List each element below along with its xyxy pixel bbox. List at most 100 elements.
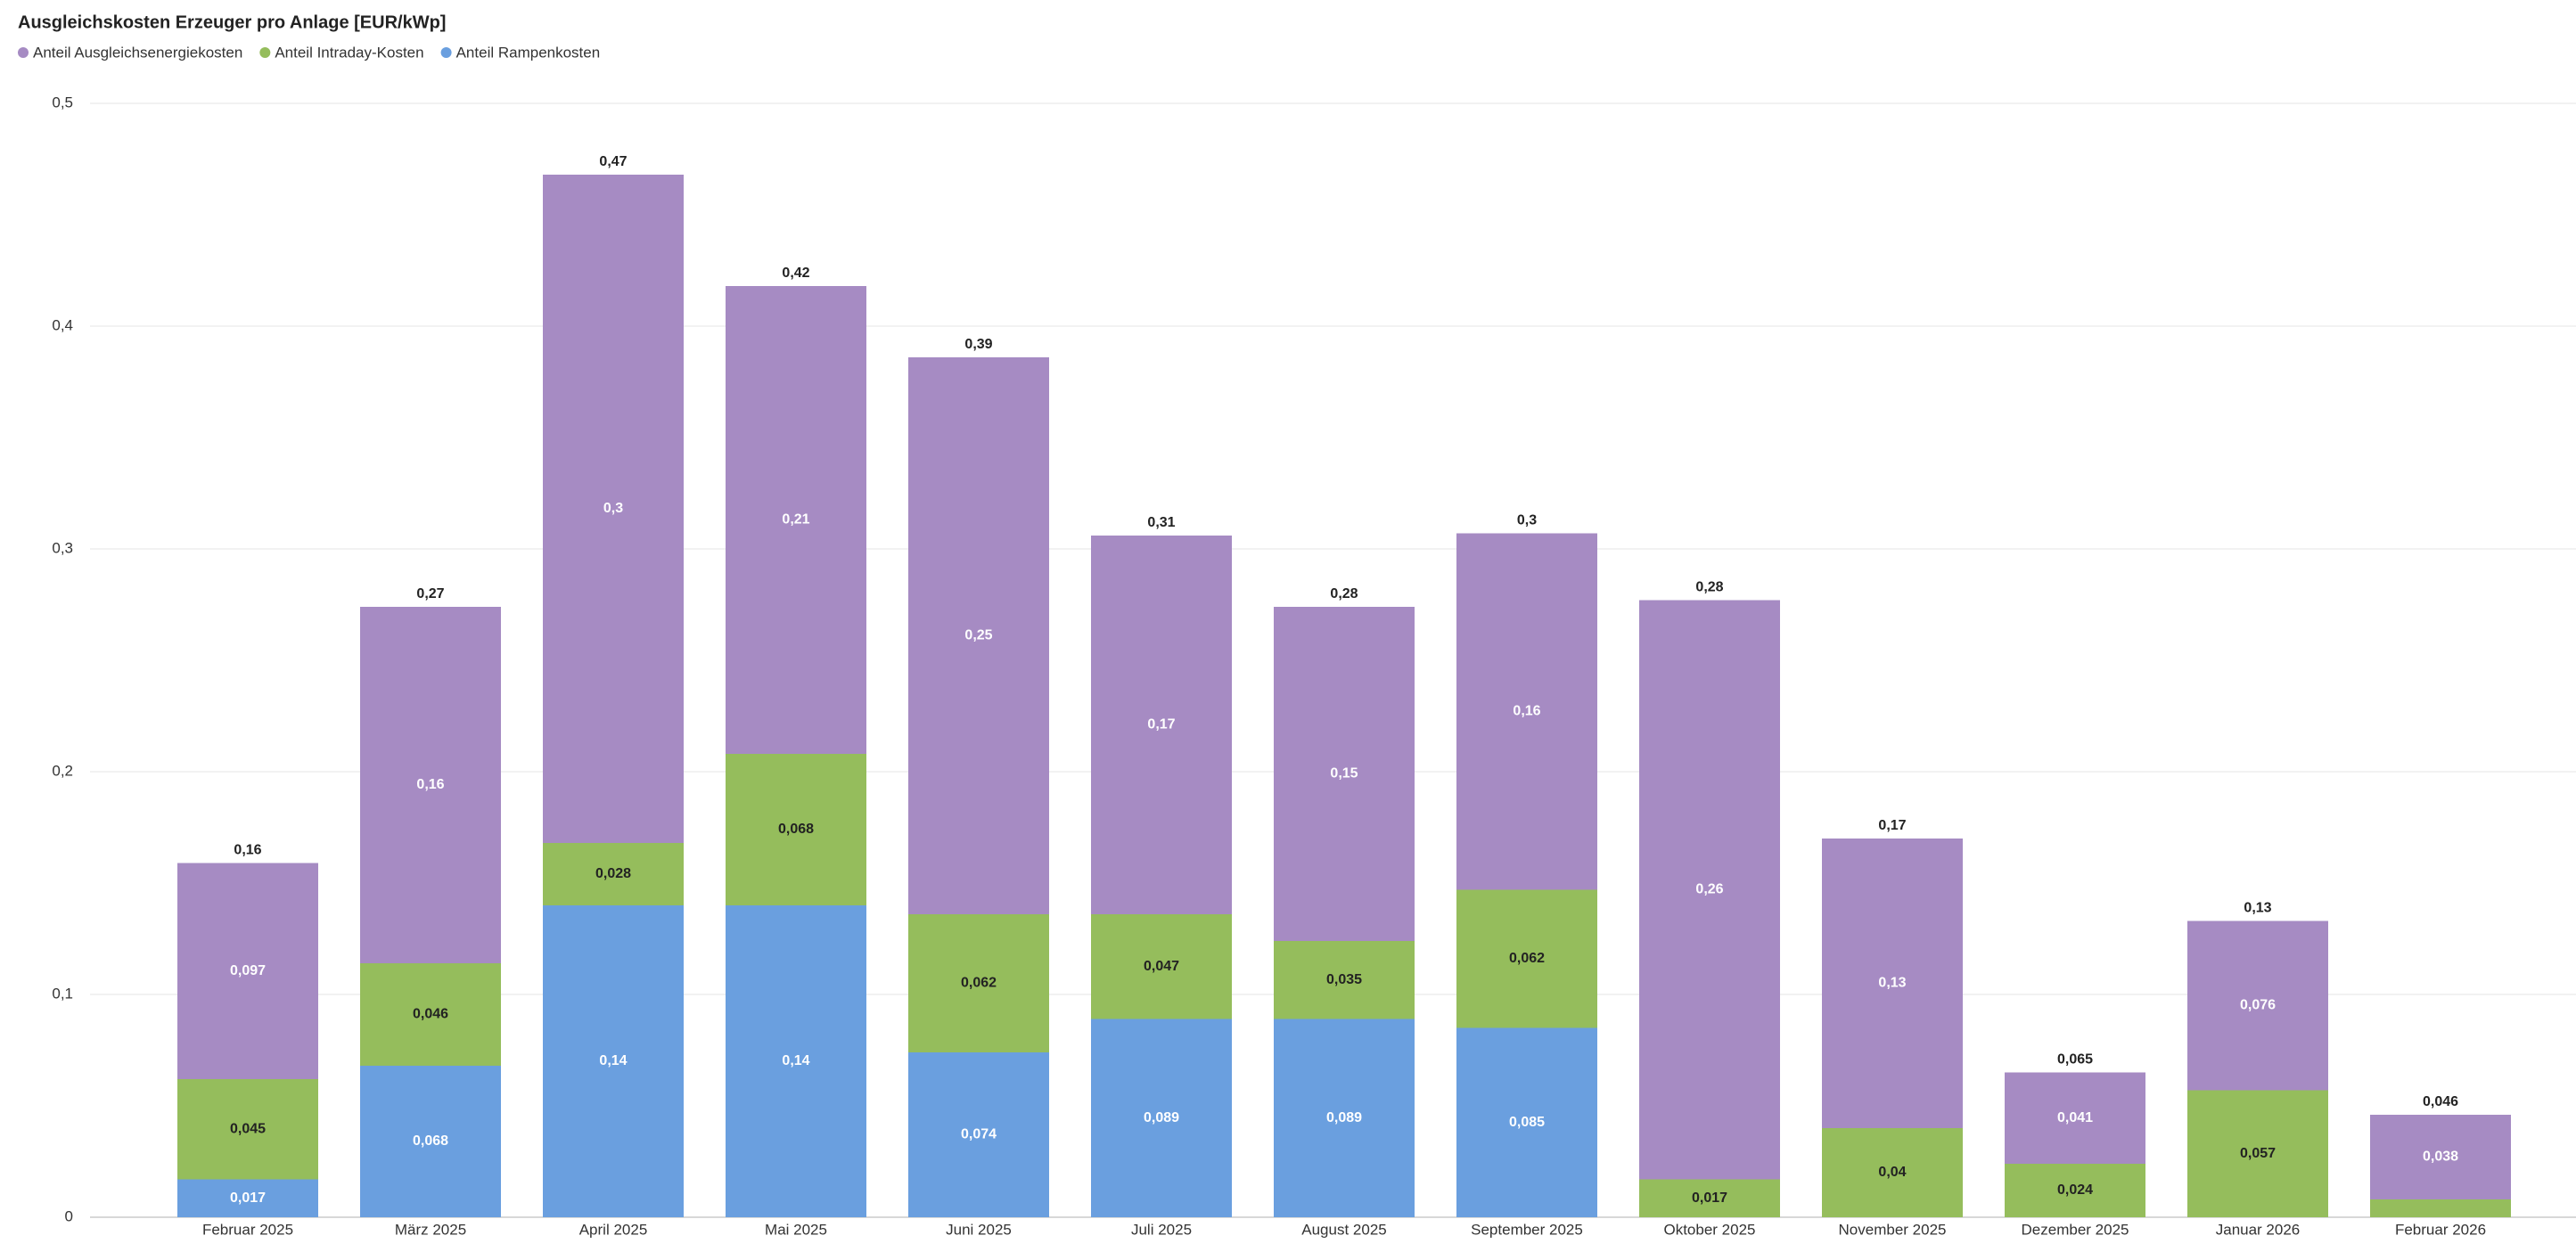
legend-swatch — [440, 47, 452, 58]
bar-segment — [1822, 839, 1963, 1128]
total-label: 0,47 — [599, 154, 627, 169]
bar-segment — [2005, 1164, 2145, 1217]
x-tick-label: März 2025 — [395, 1221, 466, 1238]
value-label: 0,028 — [595, 866, 631, 881]
value-label: 0,041 — [2057, 1110, 2093, 1125]
legend-swatch — [18, 47, 29, 58]
y-tick-label: 0,2 — [52, 762, 73, 779]
x-tick-label: Januar 2026 — [2216, 1221, 2301, 1238]
total-label: 0,17 — [1878, 818, 1906, 833]
bar-segment — [177, 1079, 318, 1180]
value-label: 0,035 — [1326, 972, 1362, 987]
bar-segment — [360, 1066, 501, 1217]
total-label: 0,39 — [964, 337, 992, 352]
bar-segment — [543, 843, 684, 905]
value-label: 0,3 — [603, 501, 623, 516]
value-label: 0,14 — [782, 1053, 809, 1068]
x-tick-label: Februar 2025 — [202, 1221, 293, 1238]
value-label: 0,089 — [1326, 1110, 1362, 1125]
bar-segment — [1274, 607, 1415, 941]
x-tick-label: Juni 2025 — [946, 1221, 1012, 1238]
bar-segment — [908, 914, 1049, 1052]
value-label: 0,04 — [1878, 1165, 1906, 1180]
bar-segment — [726, 286, 866, 754]
x-tick-label: August 2025 — [1301, 1221, 1386, 1238]
y-tick-label: 0 — [65, 1207, 73, 1224]
total-label: 0,27 — [416, 586, 444, 601]
x-tick-label: April 2025 — [579, 1221, 648, 1238]
bar-segment — [1639, 1179, 1780, 1217]
bar-segment — [360, 607, 501, 963]
bar-segment — [360, 963, 501, 1066]
legend-label: Anteil Rampenkosten — [456, 44, 601, 61]
value-label: 0,045 — [230, 1121, 266, 1136]
total-label: 0,13 — [2244, 901, 2271, 916]
y-tick-label: 0,1 — [52, 985, 73, 1002]
value-label: 0,15 — [1330, 766, 1358, 781]
bar-segment — [1456, 1027, 1597, 1217]
value-label: 0,062 — [1509, 951, 1545, 966]
total-label: 0,065 — [2057, 1052, 2093, 1068]
bar-segment — [2187, 920, 2328, 1091]
x-tick-label: Juli 2025 — [1131, 1221, 1192, 1238]
bar-segment — [1091, 914, 1232, 1019]
value-label: 0,13 — [1878, 976, 1906, 991]
bar-segment — [177, 863, 318, 1079]
bar-segment — [726, 754, 866, 905]
value-label: 0,024 — [2057, 1182, 2093, 1198]
value-label: 0,26 — [1695, 882, 1723, 897]
value-label: 0,14 — [599, 1053, 627, 1068]
total-label: 0,16 — [234, 843, 261, 858]
bar-segment — [908, 1052, 1049, 1217]
bar-segment — [1639, 600, 1780, 1180]
bar-segment — [1456, 889, 1597, 1028]
bar-segment — [2187, 1090, 2328, 1217]
value-label: 0,068 — [413, 1133, 448, 1149]
x-tick-label: November 2025 — [1839, 1221, 1947, 1238]
value-label: 0,038 — [2423, 1150, 2458, 1165]
bar-segment — [908, 357, 1049, 914]
y-tick-label: 0,5 — [52, 94, 73, 110]
total-label: 0,28 — [1695, 580, 1723, 595]
value-label: 0,16 — [1513, 704, 1540, 719]
x-tick-label: Dezember 2025 — [2022, 1221, 2129, 1238]
bar-segment — [543, 905, 684, 1217]
value-label: 0,21 — [782, 512, 809, 528]
legend-label: Anteil Ausgleichsenergiekosten — [33, 44, 242, 61]
value-label: 0,25 — [964, 628, 992, 643]
legend-swatch — [259, 47, 271, 58]
value-label: 0,097 — [230, 963, 266, 978]
value-label: 0,085 — [1509, 1115, 1545, 1130]
y-tick-label: 0,4 — [52, 316, 73, 333]
bar-segment — [1091, 1019, 1232, 1217]
value-label: 0,057 — [2240, 1146, 2276, 1161]
legend-label: Anteil Intraday-Kosten — [275, 44, 423, 61]
bar-segment — [1091, 536, 1232, 914]
bar-segment — [1274, 941, 1415, 1019]
bar-segment — [1822, 1128, 1963, 1217]
value-label: 0,017 — [230, 1190, 266, 1206]
bar-segment — [2005, 1072, 2145, 1164]
total-label: 0,046 — [2423, 1094, 2458, 1109]
bar-segment — [1274, 1019, 1415, 1217]
value-label: 0,017 — [1692, 1190, 1727, 1206]
y-tick-label: 0,3 — [52, 539, 73, 556]
bar-segment — [1456, 533, 1597, 890]
value-label: 0,047 — [1144, 959, 1179, 974]
x-tick-label: September 2025 — [1471, 1221, 1583, 1238]
x-tick-label: Oktober 2025 — [1663, 1221, 1755, 1238]
chart-title: Ausgleichskosten Erzeuger pro Anlage [EU… — [18, 12, 446, 32]
total-label: 0,42 — [782, 266, 809, 281]
bar-segment — [2370, 1199, 2511, 1217]
x-tick-label: Mai 2025 — [765, 1221, 827, 1238]
value-label: 0,089 — [1144, 1110, 1179, 1125]
value-label: 0,068 — [778, 822, 814, 837]
total-label: 0,31 — [1147, 515, 1175, 530]
value-label: 0,16 — [416, 777, 444, 792]
bar-segment — [726, 905, 866, 1217]
value-label: 0,074 — [961, 1127, 997, 1142]
x-tick-label: Februar 2026 — [2395, 1221, 2486, 1238]
value-label: 0,046 — [413, 1007, 448, 1022]
value-label: 0,076 — [2240, 998, 2276, 1013]
